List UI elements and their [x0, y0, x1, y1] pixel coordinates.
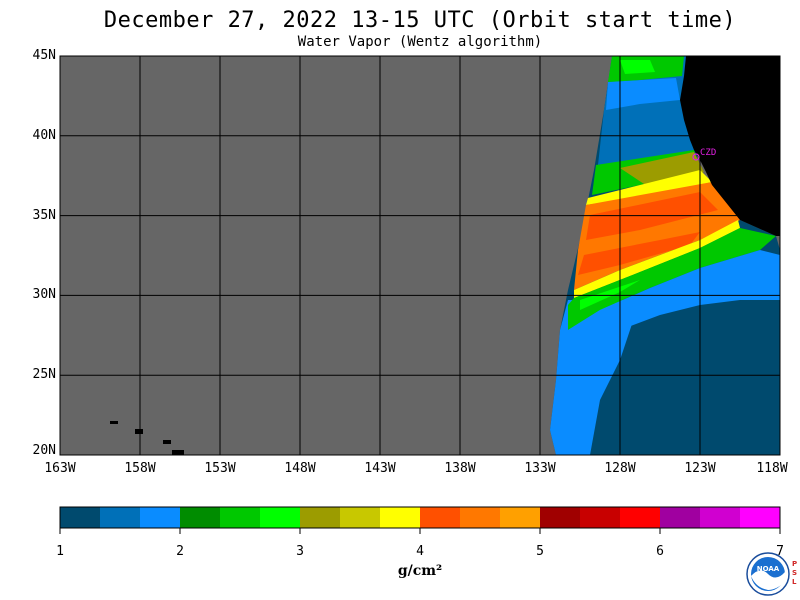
colorbar-segment — [540, 507, 581, 528]
colorbar-segment — [300, 507, 341, 528]
lat-tick-label: 45N — [32, 48, 56, 63]
lon-tick-label: 123W — [684, 461, 716, 476]
grid-lines — [60, 56, 780, 455]
station-marker — [692, 153, 700, 161]
island-kauai — [110, 421, 118, 424]
swath-yellow-band — [586, 170, 712, 205]
island-maui — [163, 440, 171, 444]
colorbar-segment — [180, 507, 221, 528]
lat-tick-label: 25N — [32, 367, 56, 383]
colorbar-segment — [60, 507, 101, 528]
swath-yellow-band-lower — [574, 220, 740, 298]
lon-tick-label: 133W — [524, 461, 556, 476]
colorbar-tick-label: 7 — [776, 544, 784, 559]
colorbar-tick-label: 4 — [416, 544, 424, 559]
island-hawaii — [172, 450, 184, 455]
colorbar-segment — [740, 507, 781, 528]
lat-tick-label: 20N — [32, 443, 56, 458]
swath-blue-west — [550, 300, 640, 455]
map-frame — [59, 55, 781, 456]
lon-tick-label: 138W — [444, 461, 476, 476]
land-mass — [680, 56, 780, 236]
lon-tick-label: 128W — [604, 461, 636, 476]
colorbar-segment — [500, 507, 541, 528]
colorbar-segment — [580, 507, 621, 528]
swath-dark-orange2 — [578, 232, 700, 275]
colorbar-segment — [420, 507, 461, 528]
station-label: CZD — [700, 148, 716, 158]
psl-label: P S L — [792, 560, 798, 586]
lat-tick-label: 35N — [32, 207, 56, 223]
swath-light-blue-north — [606, 78, 680, 110]
swath-green-north2 — [620, 60, 655, 74]
svg-text:NOAA: NOAA — [757, 565, 780, 573]
noaa-logo-icon: NOAA — [746, 552, 790, 596]
colorbar-tick-label: 2 — [176, 544, 184, 559]
colorbar-tick-label: 5 — [536, 544, 544, 559]
lon-tick-label: 143W — [364, 461, 396, 476]
lon-tick-label: 158W — [124, 461, 156, 476]
colorbar-segment — [380, 507, 421, 528]
map-title: December 27, 2022 13-15 UTC (Orbit start… — [103, 8, 737, 33]
colorbar — [59, 506, 781, 534]
colorbar-segment — [620, 507, 661, 528]
colorbar-tick-label: 3 — [296, 544, 304, 559]
colorbar-segment — [140, 507, 181, 528]
colorbar-segment — [660, 507, 701, 528]
colorbar-segment — [260, 507, 301, 528]
map-subtitle: Water Vapor (Wentz algorithm) — [297, 34, 543, 50]
lat-tick-label: 40N — [32, 127, 56, 143]
lon-tick-label: 118W — [756, 461, 788, 476]
swath-olive-band — [620, 152, 704, 188]
lon-tick-label: 153W — [204, 461, 236, 476]
island-oahu — [135, 429, 143, 434]
colorbar-units: g/cm² — [397, 563, 443, 579]
lon-tick-label: 163W — [44, 461, 76, 476]
colorbar-segment — [340, 507, 381, 528]
lon-tick-label: 148W — [284, 461, 316, 476]
colorbar-segment — [220, 507, 261, 528]
colorbar-tick-label: 6 — [656, 544, 664, 559]
colorbar-segment — [100, 507, 141, 528]
swath-blue-lower — [568, 250, 780, 330]
swath-green-band-lower — [568, 228, 776, 330]
lat-tick-label: 30N — [32, 287, 56, 303]
colorbar-segment — [460, 507, 501, 528]
colorbar-tick-label: 1 — [56, 544, 64, 559]
colorbar-segment — [700, 507, 741, 528]
